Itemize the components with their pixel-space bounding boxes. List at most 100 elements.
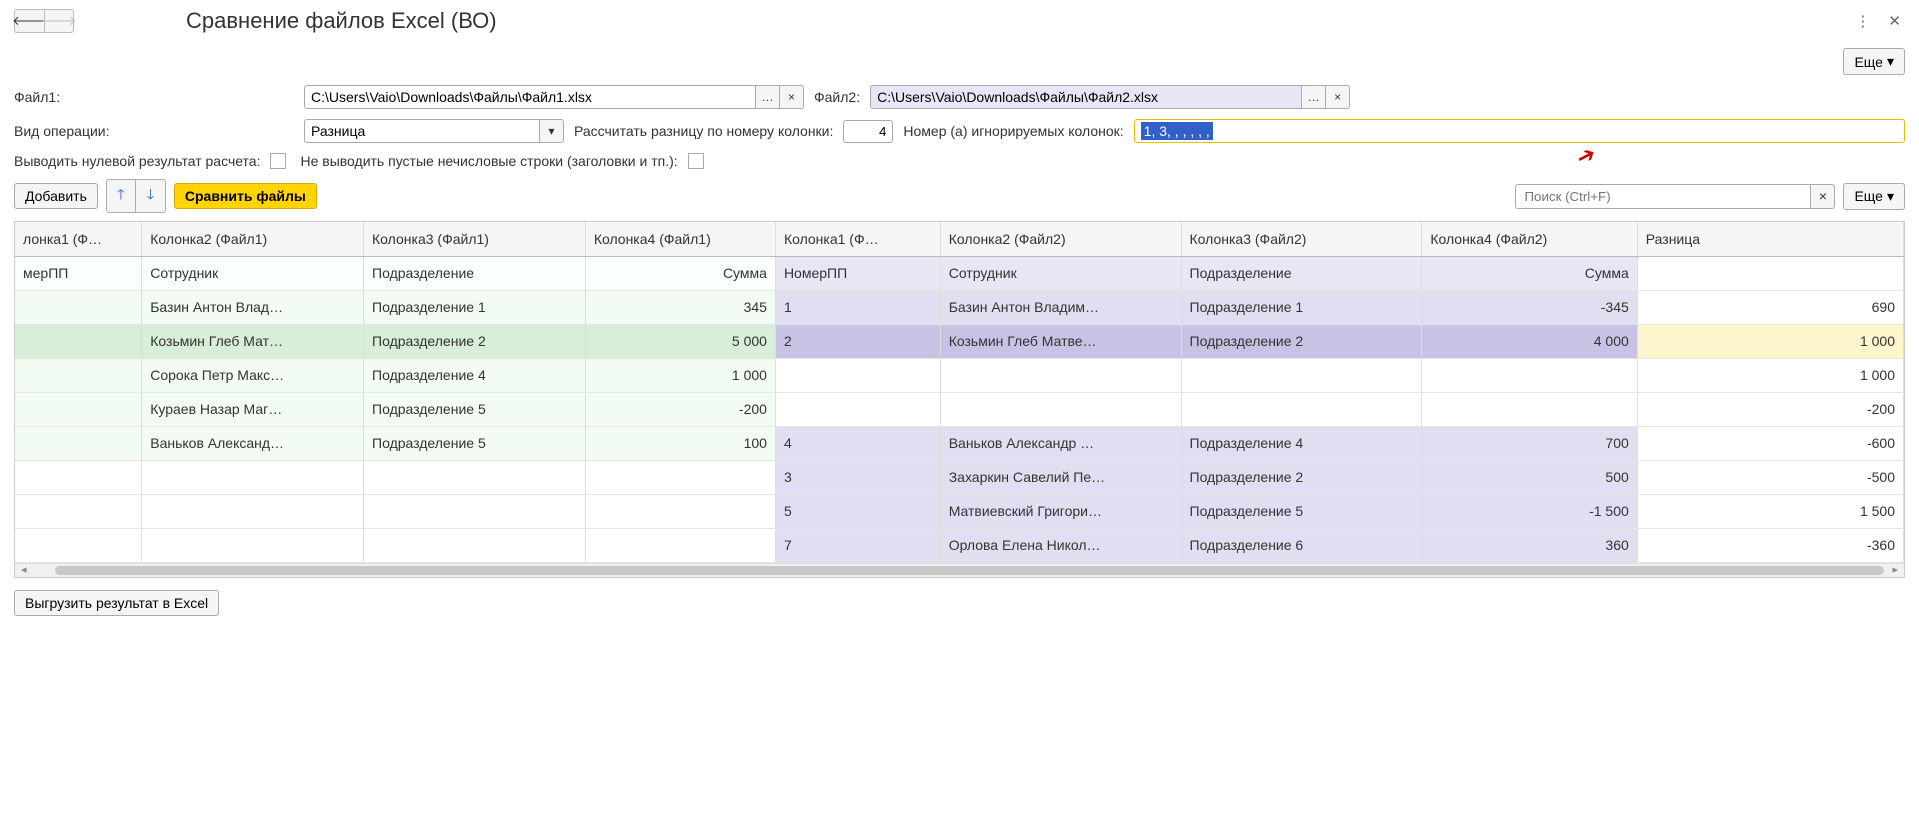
table-cell-diff[interactable]: -500 xyxy=(1637,460,1903,494)
skip-empty-checkbox[interactable] xyxy=(688,153,704,169)
column-header[interactable]: лонка1 (Ф… xyxy=(15,222,142,256)
table-cell[interactable]: 345 xyxy=(585,290,775,324)
table-cell-diff[interactable]: -200 xyxy=(1637,392,1903,426)
table-cell-diff[interactable]: 690 xyxy=(1637,290,1903,324)
table-cell-diff[interactable]: 1 000 xyxy=(1637,324,1903,358)
menu-icon[interactable]: ⋮ xyxy=(1851,10,1874,32)
table-cell[interactable]: Сотрудник xyxy=(940,256,1181,290)
table-cell[interactable]: 4 xyxy=(775,426,940,460)
table-cell[interactable]: Подразделение xyxy=(1181,256,1422,290)
table-cell[interactable] xyxy=(1422,358,1637,392)
close-icon[interactable]: ✕ xyxy=(1884,10,1905,32)
table-cell[interactable] xyxy=(940,358,1181,392)
table-cell[interactable] xyxy=(15,426,142,460)
table-row[interactable]: 3Захаркин Савелий Пе…Подразделение 2500-… xyxy=(15,460,1904,494)
file2-browse-button[interactable]: … xyxy=(1302,85,1326,109)
more-button-top[interactable]: Еще ▾ xyxy=(1843,48,1905,75)
table-cell[interactable]: Сумма xyxy=(1422,256,1637,290)
table-cell[interactable]: НомерПП xyxy=(775,256,940,290)
table-row[interactable]: Базин Антон Влад…Подразделение 13451Бази… xyxy=(15,290,1904,324)
search-clear-button[interactable]: × xyxy=(1811,184,1835,209)
table-cell[interactable] xyxy=(1181,392,1422,426)
table-cell[interactable]: 4 000 xyxy=(1422,324,1637,358)
table-cell-diff[interactable]: 1 500 xyxy=(1637,494,1903,528)
table-cell[interactable]: Ваньков Александр … xyxy=(940,426,1181,460)
search-input[interactable] xyxy=(1515,184,1811,209)
table-cell[interactable]: 500 xyxy=(1422,460,1637,494)
table-cell[interactable] xyxy=(364,494,586,528)
table-cell[interactable]: Подразделение 6 xyxy=(1181,528,1422,562)
scrollbar-thumb[interactable] xyxy=(55,566,1884,575)
table-cell[interactable] xyxy=(142,494,364,528)
table-cell[interactable] xyxy=(15,528,142,562)
table-cell[interactable]: Подразделение 1 xyxy=(364,290,586,324)
table-cell[interactable] xyxy=(142,528,364,562)
table-cell[interactable]: Матвиевский Григори… xyxy=(940,494,1181,528)
column-header[interactable]: Разница xyxy=(1637,222,1903,256)
table-cell[interactable]: 5 000 xyxy=(585,324,775,358)
table-row[interactable]: 7Орлова Елена Никол…Подразделение 6360-3… xyxy=(15,528,1904,562)
table-cell-diff[interactable]: -360 xyxy=(1637,528,1903,562)
export-button[interactable]: Выгрузить результат в Excel xyxy=(14,590,219,616)
file1-clear-button[interactable]: × xyxy=(780,85,804,109)
table-cell[interactable]: Козьмин Глеб Мат… xyxy=(142,324,364,358)
table-cell[interactable]: Орлова Елена Никол… xyxy=(940,528,1181,562)
table-cell[interactable] xyxy=(15,392,142,426)
scroll-left-arrow[interactable]: ◂ xyxy=(21,563,27,576)
table-cell[interactable] xyxy=(142,460,364,494)
table-cell[interactable]: Подразделение 2 xyxy=(364,324,586,358)
table-cell[interactable] xyxy=(364,528,586,562)
table-cell[interactable]: Базин Антон Влад… xyxy=(142,290,364,324)
column-header[interactable]: Колонка3 (Файл1) xyxy=(364,222,586,256)
table-row[interactable]: Козьмин Глеб Мат…Подразделение 25 0002Ко… xyxy=(15,324,1904,358)
table-cell[interactable]: Ваньков Александ… xyxy=(142,426,364,460)
table-cell[interactable] xyxy=(585,460,775,494)
file2-input[interactable] xyxy=(870,85,1302,109)
table-cell[interactable]: 1 xyxy=(775,290,940,324)
column-header[interactable]: Колонка2 (Файл2) xyxy=(940,222,1181,256)
table-cell[interactable]: Кураев Назар Маг… xyxy=(142,392,364,426)
file1-input[interactable] xyxy=(304,85,756,109)
table-cell[interactable]: -1 500 xyxy=(1422,494,1637,528)
nav-forward-button[interactable]: 🡒 xyxy=(44,9,74,33)
result-table[interactable]: лонка1 (Ф…Колонка2 (Файл1)Колонка3 (Файл… xyxy=(14,221,1905,578)
table-cell[interactable] xyxy=(15,494,142,528)
ignore-cols-input[interactable]: 1, 3, , , , , , xyxy=(1134,119,1905,143)
table-cell[interactable]: 360 xyxy=(1422,528,1637,562)
table-cell[interactable] xyxy=(15,290,142,324)
file1-browse-button[interactable]: … xyxy=(756,85,780,109)
table-cell[interactable] xyxy=(364,460,586,494)
horizontal-scrollbar[interactable]: ◂ ▸ xyxy=(15,563,1904,577)
table-cell[interactable] xyxy=(15,460,142,494)
table-cell[interactable]: Подразделение 2 xyxy=(1181,460,1422,494)
table-cell[interactable]: Подразделение 5 xyxy=(364,392,586,426)
table-cell[interactable]: Сорока Петр Макс… xyxy=(142,358,364,392)
table-cell[interactable]: Захаркин Савелий Пе… xyxy=(940,460,1181,494)
column-header[interactable]: Колонка2 (Файл1) xyxy=(142,222,364,256)
table-cell[interactable]: Подразделение 5 xyxy=(364,426,586,460)
table-cell[interactable]: Сумма xyxy=(585,256,775,290)
table-cell[interactable]: -200 xyxy=(585,392,775,426)
table-cell[interactable]: мерПП xyxy=(15,256,142,290)
compare-button[interactable]: Сравнить файлы xyxy=(174,183,317,209)
table-cell[interactable] xyxy=(1422,392,1637,426)
scroll-right-arrow[interactable]: ▸ xyxy=(1892,563,1898,576)
table-cell[interactable] xyxy=(1181,358,1422,392)
table-cell[interactable] xyxy=(15,324,142,358)
table-cell[interactable]: 100 xyxy=(585,426,775,460)
column-header[interactable]: Колонка3 (Файл2) xyxy=(1181,222,1422,256)
operation-dropdown-button[interactable]: ▾ xyxy=(540,119,564,143)
table-cell[interactable]: 3 xyxy=(775,460,940,494)
table-cell[interactable]: 5 xyxy=(775,494,940,528)
table-cell[interactable]: Подразделение xyxy=(364,256,586,290)
table-cell[interactable] xyxy=(585,528,775,562)
table-cell[interactable]: -345 xyxy=(1422,290,1637,324)
operation-select[interactable] xyxy=(304,119,540,143)
calc-col-input[interactable] xyxy=(843,120,893,143)
nav-back-button[interactable]: 🡐 xyxy=(14,9,44,33)
table-row[interactable]: Ваньков Александ…Подразделение 51004Вань… xyxy=(15,426,1904,460)
zero-result-checkbox[interactable] xyxy=(270,153,286,169)
table-cell[interactable]: Подразделение 2 xyxy=(1181,324,1422,358)
table-cell[interactable]: Подразделение 1 xyxy=(1181,290,1422,324)
table-cell[interactable] xyxy=(1637,256,1903,290)
